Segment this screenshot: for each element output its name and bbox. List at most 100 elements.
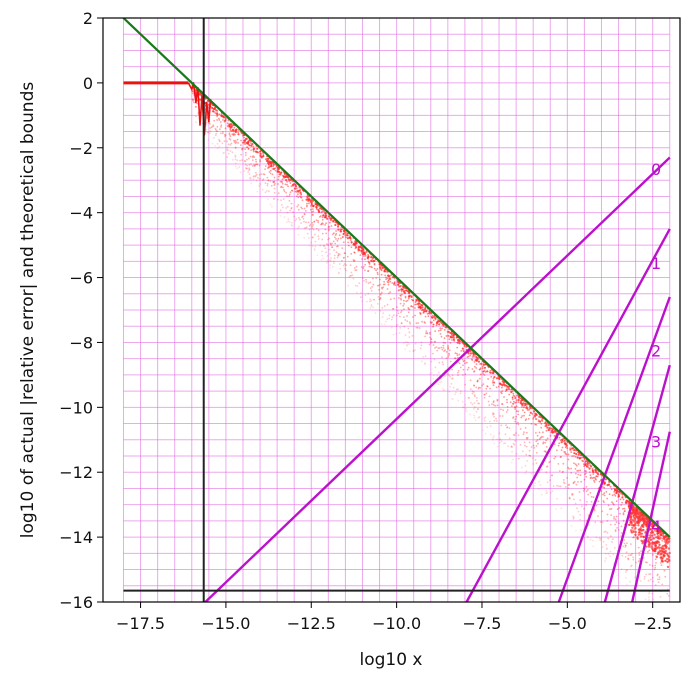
scatter-point — [476, 379, 479, 382]
scatter-point — [509, 401, 512, 404]
scatter-point — [209, 127, 212, 130]
scatter-point — [284, 175, 287, 179]
scatter-point — [362, 277, 364, 279]
series-label-0: 0 — [651, 160, 661, 179]
scatter-point — [287, 218, 290, 221]
scatter-point — [492, 413, 494, 416]
scatter-point — [607, 504, 610, 507]
scatter-point — [435, 346, 438, 348]
scatter-point — [475, 363, 478, 365]
scatter-point — [311, 221, 314, 224]
scatter-point — [650, 531, 653, 534]
scatter-point — [642, 515, 645, 519]
scatter-point — [314, 245, 317, 248]
scatter-point — [256, 190, 259, 193]
scatter-point — [250, 163, 252, 166]
scatter-point — [511, 405, 513, 407]
scatter-point — [512, 433, 515, 436]
scatter-point — [192, 99, 195, 102]
scatter-point — [414, 349, 416, 351]
scatter-point — [234, 154, 237, 157]
scatter-point — [506, 401, 508, 404]
scatter-point — [656, 552, 660, 556]
scatter-point — [586, 536, 589, 539]
scatter-point — [564, 451, 566, 453]
scatter-point — [334, 242, 337, 245]
scatter-point — [520, 416, 523, 419]
scatter-point — [361, 258, 363, 260]
scatter-point — [457, 399, 460, 402]
scatter-point — [369, 281, 372, 284]
scatter-point — [321, 218, 324, 221]
scatter-point — [327, 226, 330, 228]
scatter-point — [311, 225, 314, 228]
scatter-point — [632, 556, 634, 559]
scatter-point — [447, 345, 449, 347]
scatter-point — [397, 283, 400, 286]
scatter-point — [590, 496, 593, 498]
scatter-point — [370, 259, 373, 262]
scatter-point — [349, 235, 351, 237]
y-tick-label: −4 — [69, 204, 93, 223]
scatter-point — [372, 260, 375, 263]
scatter-point — [250, 144, 253, 147]
scatter-point — [327, 229, 330, 232]
scatter-point — [323, 216, 326, 219]
scatter-point — [441, 361, 444, 363]
scatter-point — [647, 551, 649, 553]
scatter-point — [285, 221, 288, 224]
scatter-point — [349, 239, 352, 242]
scatter-point — [556, 449, 558, 452]
scatter-point — [221, 114, 224, 118]
scatter-point — [392, 314, 395, 316]
scatter-point — [400, 322, 403, 325]
scatter-point — [487, 400, 490, 403]
scatter-point — [259, 152, 262, 155]
scatter-point — [517, 421, 519, 424]
scatter-point — [469, 352, 473, 355]
scatter-point — [360, 266, 363, 268]
scatter-point — [327, 260, 330, 263]
scatter-point — [351, 274, 354, 277]
scatter-point — [660, 559, 664, 563]
scatter-point — [195, 121, 197, 123]
scatter-point — [624, 555, 627, 558]
scatter-point — [216, 125, 219, 128]
scatter-point — [567, 484, 570, 486]
scatter-point — [421, 306, 424, 309]
scatter-point — [211, 142, 214, 145]
scatter-point — [517, 398, 520, 402]
scatter-point — [477, 360, 480, 363]
scatter-point — [209, 130, 212, 133]
scatter-point — [465, 361, 468, 364]
scatter-point — [528, 409, 530, 411]
scatter-point — [662, 554, 665, 557]
scatter-point — [473, 407, 475, 410]
scatter-point — [330, 257, 332, 259]
scatter-point — [243, 160, 246, 162]
scatter-point — [387, 283, 390, 286]
scatter-point — [308, 224, 311, 227]
scatter-point — [437, 371, 440, 374]
scatter-point — [546, 437, 549, 440]
scatter-point — [517, 413, 520, 416]
scatter-point — [547, 424, 550, 427]
scatter-point — [651, 522, 654, 525]
scatter-point — [644, 598, 647, 601]
scatter-point — [544, 450, 547, 453]
scatter-point — [315, 228, 318, 230]
scatter-point — [491, 412, 494, 414]
scatter-point — [256, 147, 259, 150]
scatter-point — [315, 208, 318, 211]
scatter-point — [326, 217, 329, 220]
scatter-point — [634, 576, 636, 579]
scatter-point — [476, 380, 479, 383]
scatter-point — [207, 131, 210, 134]
scatter-point — [662, 548, 666, 551]
scatter-point — [282, 206, 284, 209]
scatter-point — [617, 493, 620, 496]
scatter-point — [603, 481, 606, 484]
scatter-point — [667, 594, 670, 597]
scatter-point — [239, 159, 241, 162]
scatter-point — [251, 159, 254, 162]
